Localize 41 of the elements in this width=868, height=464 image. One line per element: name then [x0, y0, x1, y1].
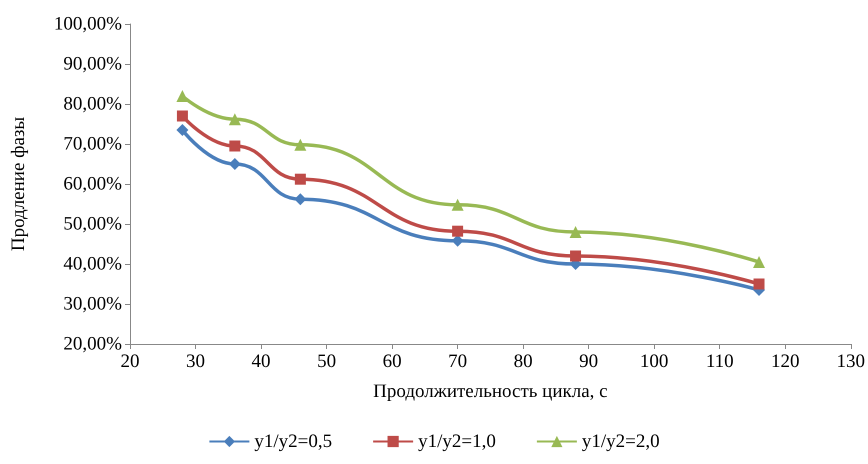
point: [294, 174, 306, 185]
x-tick-label: 20: [120, 351, 140, 372]
point: [570, 226, 582, 238]
y-tick-label: 100,00%: [54, 14, 122, 34]
point: [176, 90, 188, 102]
y-tick-label: 40,00%: [63, 254, 122, 274]
x-tick-label: 30: [186, 351, 206, 372]
point: [176, 110, 188, 122]
x-tick-label: 110: [706, 351, 734, 372]
x-tick-label: 90: [579, 351, 598, 372]
y-tick-label: 70,00%: [63, 134, 122, 154]
point: [229, 140, 240, 152]
legend-label: y1/y2=1,0: [418, 431, 496, 452]
point: [754, 278, 765, 290]
y-tick-label: 30,00%: [63, 294, 122, 314]
point: [294, 138, 306, 151]
legend-label: y1/y2=2,0: [582, 431, 660, 452]
x-tick-label: 50: [317, 351, 336, 372]
point: [753, 256, 766, 268]
point: [294, 193, 306, 206]
point: [176, 124, 188, 136]
x-tick-label: 70: [448, 351, 468, 372]
x-tick-label: 120: [770, 351, 800, 372]
point: [228, 113, 241, 126]
x-tick-label: 130: [836, 351, 865, 372]
x-tick-label: 100: [640, 351, 668, 372]
y-tick-label: 50,00%: [63, 214, 122, 234]
y-tick-label: 60,00%: [63, 174, 122, 194]
legend-label: y1/y2=0,5: [254, 431, 332, 452]
y-tick-label: 20,00%: [63, 334, 122, 354]
y-tick-label: 90,00%: [63, 54, 122, 74]
point: [570, 250, 582, 262]
point: [452, 226, 464, 237]
x-tick-label: 80: [514, 351, 533, 372]
x-tick-label: 40: [252, 351, 271, 372]
point: [228, 158, 241, 170]
y-tick-label: 80,00%: [63, 94, 122, 114]
y-axis-title: Продление фазы: [8, 116, 29, 252]
x-tick-label: 60: [382, 351, 402, 372]
point: [452, 198, 464, 211]
x-axis-title: Продолжительность цикла, с: [373, 381, 608, 402]
